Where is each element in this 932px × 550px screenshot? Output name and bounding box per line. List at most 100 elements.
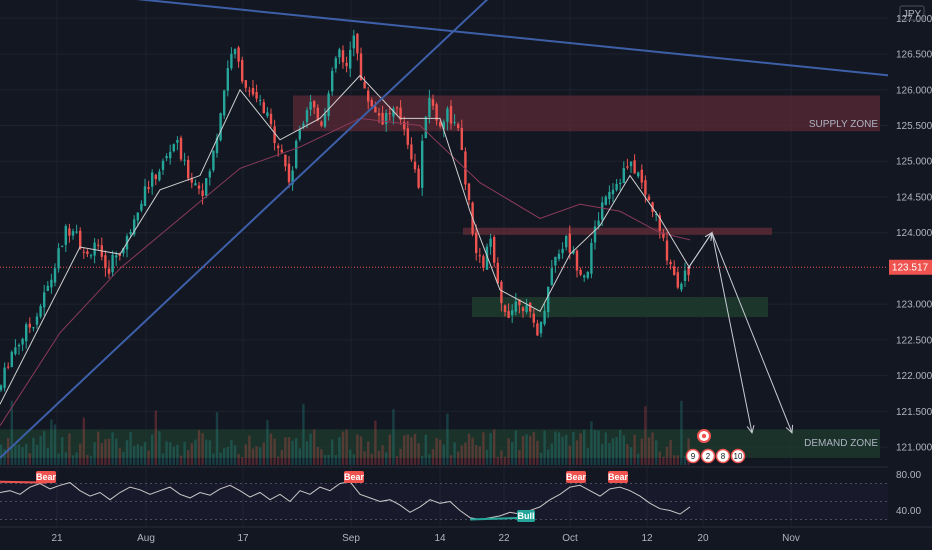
candle-body <box>75 231 78 233</box>
candles-layer <box>0 29 690 393</box>
candle-body <box>201 190 204 196</box>
candle-body <box>266 112 269 116</box>
volume-bar <box>615 437 618 465</box>
candle-body <box>345 62 348 67</box>
event-icons[interactable]: 9 2 8 10 <box>685 429 746 464</box>
support-zone <box>472 297 768 318</box>
volume-bar <box>586 448 589 465</box>
candle-body <box>291 170 294 185</box>
volume-bar <box>539 452 543 465</box>
candle-body <box>57 248 60 269</box>
candle-body <box>64 226 67 245</box>
candle-body <box>665 240 669 261</box>
volume-bar <box>424 434 427 465</box>
projection-arrowhead <box>746 424 755 434</box>
candle-body <box>489 238 492 247</box>
volume-bar <box>241 456 244 465</box>
candle-body <box>374 106 377 113</box>
candle-body <box>532 313 535 323</box>
candle-body <box>298 129 301 140</box>
currency-badge[interactable] <box>899 5 925 21</box>
candle-body <box>475 232 478 254</box>
candle-body <box>687 268 690 275</box>
volume-bar <box>14 445 17 465</box>
candle-body <box>176 139 179 143</box>
candle-body <box>561 248 564 254</box>
candle-body <box>575 250 579 271</box>
rsi-tick-label: 40.00 <box>896 506 921 517</box>
volume-bar <box>154 410 157 465</box>
candle-body <box>550 268 553 285</box>
volume-bar <box>201 433 204 465</box>
candle-body <box>230 53 233 69</box>
volume-bar <box>428 454 431 465</box>
candle-body <box>194 183 197 186</box>
candle-body <box>640 169 643 183</box>
candle-body <box>557 253 561 259</box>
candle-body <box>28 323 31 328</box>
candle-body <box>349 49 352 69</box>
candle-body <box>633 160 636 174</box>
volume-bar <box>190 443 193 465</box>
candle-body <box>313 100 316 108</box>
candle-body <box>251 88 255 95</box>
price-tick-label: 124.500 <box>896 192 932 203</box>
volume-bar <box>0 444 3 465</box>
candle-body <box>590 242 593 274</box>
candle-body <box>14 347 17 355</box>
candle-body <box>208 171 211 178</box>
volume-bar <box>82 417 85 465</box>
event-flag-dot <box>701 433 707 439</box>
volume-bar <box>212 453 215 465</box>
candle-body <box>410 144 413 160</box>
bear-badge <box>36 471 56 483</box>
volume-bar <box>640 438 643 465</box>
price-tick-label: 125.000 <box>896 157 932 168</box>
candle-body <box>377 113 381 116</box>
volume-bar <box>316 446 319 465</box>
volume-bar <box>179 455 183 465</box>
volume-bar <box>345 429 348 465</box>
bear-badge <box>608 471 628 483</box>
candle-body <box>464 151 467 185</box>
candle-body <box>61 245 64 247</box>
volume-bar <box>626 444 629 465</box>
volume-bar <box>3 449 6 465</box>
candle-body <box>219 113 222 141</box>
candle-body <box>478 255 481 257</box>
price-axis-panel[interactable] <box>888 0 932 550</box>
volume-bar <box>251 448 255 465</box>
volume-bar <box>658 451 661 465</box>
trendlines-layer <box>0 0 891 459</box>
candle-body <box>233 49 237 55</box>
volume-bar <box>622 435 625 465</box>
candle-body <box>280 149 283 153</box>
candle-body <box>385 113 388 125</box>
volume-bar <box>10 400 13 465</box>
candle-body <box>205 178 208 196</box>
volume-bar <box>529 436 532 465</box>
volume-bar <box>205 439 208 465</box>
candle-body <box>669 262 672 265</box>
candle-body <box>46 285 49 291</box>
candle-body <box>68 228 71 236</box>
candle-body <box>399 107 402 120</box>
slow-moving-average <box>0 117 691 426</box>
candle-body <box>172 144 175 152</box>
candle-body <box>241 60 244 82</box>
volume-bar <box>284 437 287 465</box>
candle-body <box>79 230 82 249</box>
volume-bar <box>507 438 510 465</box>
current-price-tag <box>889 259 932 275</box>
candle-body <box>273 126 276 144</box>
candle-body <box>421 140 424 188</box>
candle-body <box>215 137 219 154</box>
candle-body <box>363 82 366 89</box>
volume-bar <box>532 432 535 465</box>
volume-bar <box>352 454 355 465</box>
volume-bar <box>255 446 258 465</box>
candle-body <box>356 33 359 54</box>
candle-body <box>572 250 575 254</box>
volume-bar <box>244 444 247 465</box>
